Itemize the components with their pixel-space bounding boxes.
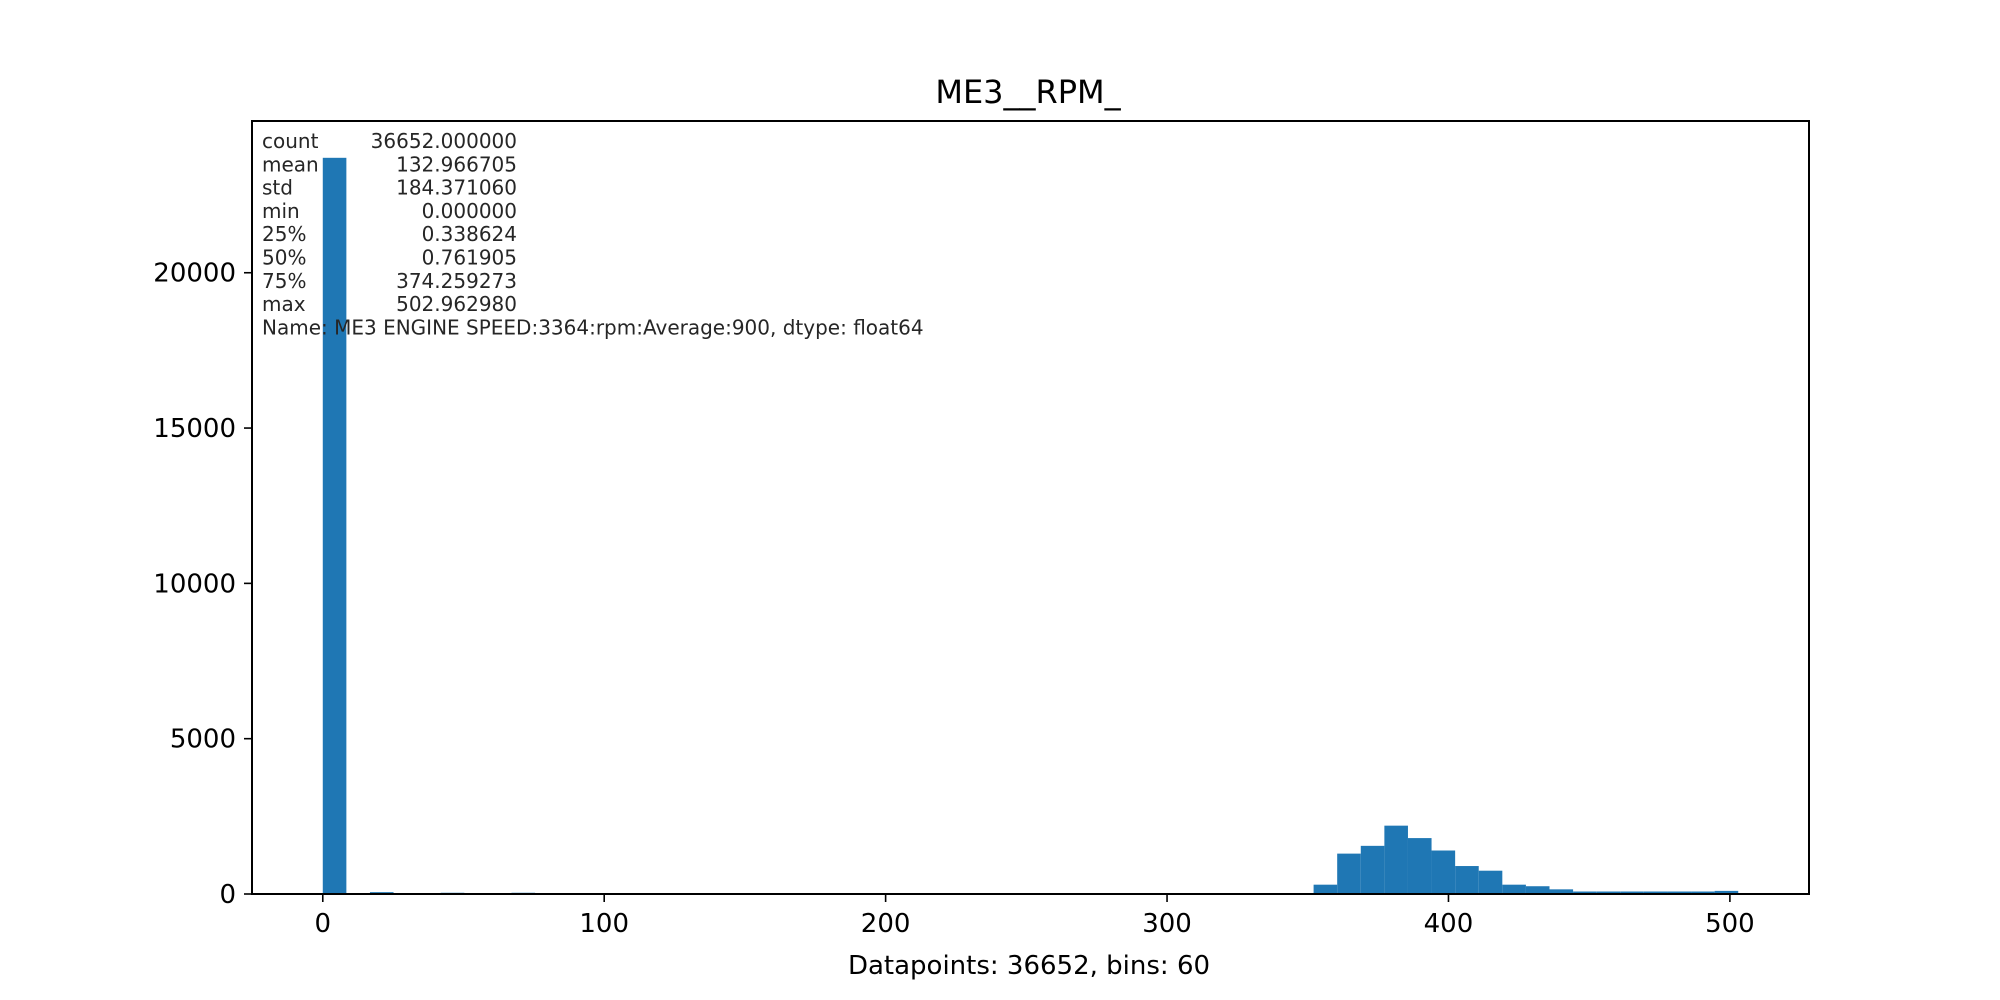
x-tick-label: 100 xyxy=(579,909,629,939)
histogram-bar xyxy=(1502,884,1526,894)
histogram-bar xyxy=(1714,890,1739,894)
y-axis-ticks: 0 5000 10000 15000 20000 xyxy=(153,259,252,910)
stats-label: 75% xyxy=(262,269,306,293)
histogram-bar xyxy=(1620,891,1644,894)
stats-value: 184.371060 xyxy=(396,176,517,200)
x-tick-label: 300 xyxy=(1142,909,1192,939)
y-tick-label: 15000 xyxy=(153,414,236,444)
chart-title: ME3__RPM_ xyxy=(935,73,1121,111)
histogram-bar xyxy=(1549,889,1574,894)
histogram-bar xyxy=(1337,853,1361,894)
stats-label: count xyxy=(262,129,319,153)
histogram-bar xyxy=(1643,891,1668,894)
x-tick-label: 400 xyxy=(1424,909,1474,939)
stats-value: 0.000000 xyxy=(422,199,517,223)
histogram-bar xyxy=(322,157,347,894)
plot-frame xyxy=(251,120,1810,895)
histogram-bars xyxy=(322,157,1739,894)
stats-label: std xyxy=(262,176,293,200)
y-tick-label: 20000 xyxy=(153,259,236,289)
stats-value: 0.761905 xyxy=(422,246,517,270)
histogram-bar xyxy=(1596,891,1621,894)
stats-value: 132.966705 xyxy=(396,152,517,176)
x-tick-label: 200 xyxy=(861,909,911,939)
stats-value: 502.962980 xyxy=(396,292,517,316)
histogram-bar xyxy=(1313,884,1338,894)
stats-value: 0.338624 xyxy=(422,222,517,246)
stats-label: mean xyxy=(262,152,319,176)
x-axis-ticks: 0 100 200 300 400 500 xyxy=(315,894,1755,939)
stats-label: 50% xyxy=(262,246,306,270)
y-tick-label: 10000 xyxy=(153,569,236,599)
stats-box: count 36652.000000 mean 132.966705 std 184.37… xyxy=(262,129,924,339)
x-tick-label: 0 xyxy=(315,909,332,939)
histogram-bar xyxy=(1478,870,1503,894)
stats-label: min xyxy=(262,199,300,223)
y-tick-label: 5000 xyxy=(170,725,236,755)
x-axis-label: Datapoints: 36652, bins: 60 xyxy=(848,951,1210,981)
histogram-bar xyxy=(1691,891,1715,894)
histogram-bar xyxy=(1455,866,1479,894)
y-tick-label: 0 xyxy=(219,880,236,910)
histogram-bar xyxy=(1525,886,1550,894)
stats-label: max xyxy=(262,292,306,316)
stats-label: 25% xyxy=(262,222,306,246)
histogram-bar xyxy=(1407,838,1432,894)
x-tick-label: 500 xyxy=(1705,909,1755,939)
histogram-bar xyxy=(1431,850,1456,894)
histogram-bar xyxy=(1384,825,1408,894)
histogram-bar xyxy=(1573,891,1597,894)
histogram-bar xyxy=(1667,891,1692,894)
histogram-bar xyxy=(1360,845,1385,894)
stats-value: 374.259273 xyxy=(396,269,517,293)
stats-name-line: Name: ME3 ENGINE SPEED:3364:rpm:Average:… xyxy=(262,315,924,339)
stats-value: 36652.000000 xyxy=(371,129,517,153)
